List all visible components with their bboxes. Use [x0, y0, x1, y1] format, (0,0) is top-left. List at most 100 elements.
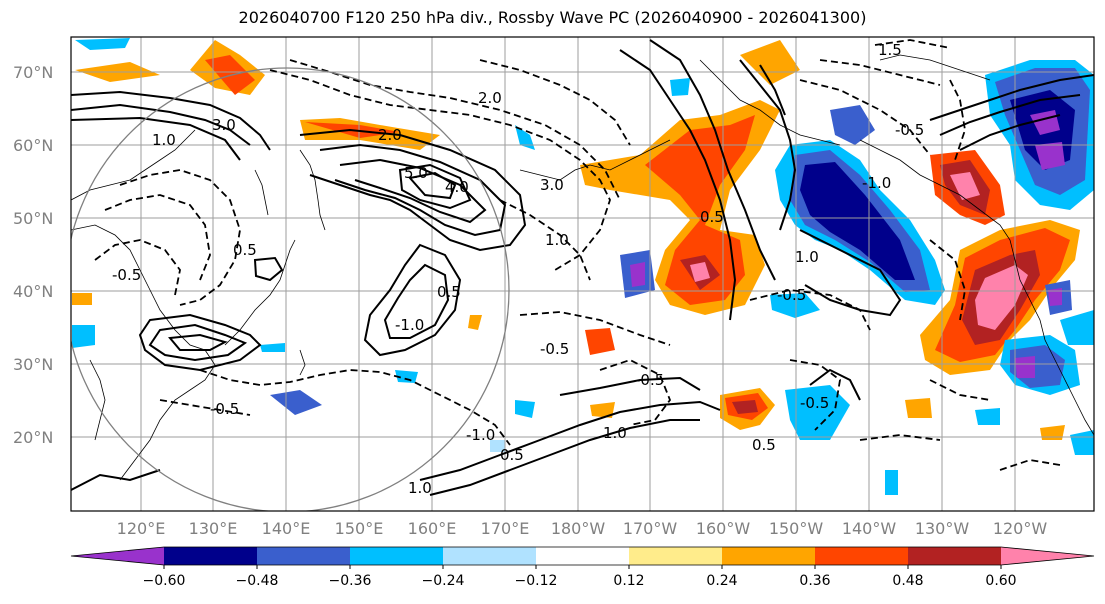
lon-label: 160°W [696, 519, 751, 538]
contour-label: -1.0 [395, 316, 424, 334]
lon-label: 120°E [117, 519, 166, 538]
shade-patch [950, 172, 980, 200]
lat-label: 60°N [13, 136, 53, 155]
lon-label: 170°E [481, 519, 530, 538]
contour-label: 0.5 [233, 241, 257, 259]
lat-label: 30°N [13, 355, 53, 374]
colorbar-swatch [815, 547, 909, 565]
solid-contours [71, 39, 1094, 496]
colorbar-tick-label: 0.48 [892, 573, 923, 589]
colorbar-tick-label: −0.24 [422, 573, 465, 589]
coastlines [71, 54, 1094, 481]
contour-label: 2.0 [478, 89, 502, 107]
shade-patch [770, 293, 820, 318]
colorbar-swatch [1001, 547, 1094, 565]
colorbar-tick-label: 0.60 [985, 573, 1016, 589]
contour-label: 1.0 [152, 131, 176, 149]
shade-patch [260, 343, 285, 352]
contour-label: -1.0 [862, 174, 891, 192]
shade-patch [515, 125, 535, 150]
lon-label: 170°W [623, 519, 678, 538]
contour-label: 1.0 [795, 248, 819, 266]
shade-patch [630, 262, 645, 287]
colorbar-swatch [164, 547, 258, 565]
shade-patch [590, 402, 615, 418]
shade-patch [1060, 310, 1094, 345]
shade-patch [1035, 142, 1065, 170]
lon-label: 150°W [769, 519, 824, 538]
contour-label: -0.5 [800, 394, 829, 412]
contour-label: -0.5 [777, 286, 806, 304]
map-title: 2026040700 F120 250 hPa div., Rossby Wav… [238, 8, 867, 27]
colorbar-swatch [629, 547, 723, 565]
lon-label: 130°E [189, 519, 238, 538]
contour-label: 1.0 [408, 479, 432, 497]
contour-label: 1.5 [878, 41, 902, 59]
contour-label: -0.5 [540, 340, 569, 358]
shade-patch [395, 370, 418, 383]
contour-label: 0.5 [752, 436, 776, 454]
shade-patch [905, 398, 932, 418]
colorbar-swatch [350, 547, 444, 565]
shade-patch [1070, 430, 1094, 455]
contour-label: 1.0 [603, 424, 627, 442]
shade-patch [585, 328, 615, 355]
projection-circle [71, 67, 510, 511]
contour-label: 3.0 [540, 176, 564, 194]
lon-label: 130°W [915, 519, 970, 538]
colorbar-swatch [71, 547, 164, 565]
lat-label: 70°N [13, 63, 53, 82]
shade-patch [468, 315, 482, 330]
shade-patch [72, 293, 92, 305]
contour-label: -0.5 [210, 400, 239, 418]
shade-patch [1048, 288, 1062, 306]
shade-patch [732, 400, 758, 414]
colorbar-tick-label: 0.12 [613, 573, 644, 589]
shade-patch [1015, 356, 1035, 378]
contour-label: -1.0 [466, 426, 495, 444]
shade-patch [515, 400, 535, 418]
colorbar-tick-label: 0.36 [799, 573, 830, 589]
colorbar-tick-label: 0.24 [706, 573, 737, 589]
contour-label: -0.5 [895, 121, 924, 139]
shade-patch [75, 38, 130, 50]
latitude-labels: 70°N 60°N 50°N 40°N 30°N 20°N [13, 63, 53, 447]
shade-patch [670, 78, 690, 96]
shade-patch [785, 385, 850, 440]
dashed-contours [94, 39, 1061, 471]
colorbar: −0.60 −0.48 −0.36 −0.24 −0.12 0.12 0.24 0.36 0.4… [70, 546, 1095, 589]
shade-patch [830, 105, 875, 145]
colorbar-swatch [536, 547, 630, 565]
shade-patch [270, 390, 322, 415]
shade-patch [740, 40, 800, 85]
lon-label: 140°W [842, 519, 897, 538]
shade-patch [645, 115, 755, 305]
lon-label: 180°W [551, 519, 606, 538]
shade-patch [490, 440, 505, 452]
lon-label: 160°E [408, 519, 457, 538]
lat-label: 50°N [13, 209, 53, 228]
colorbar-tick-label: −0.60 [143, 573, 186, 589]
colorbar-tick-label: −0.48 [236, 573, 279, 589]
contour-label: 0.5 [700, 208, 724, 226]
shade-patch [975, 408, 1000, 425]
lon-label: 140°E [262, 519, 311, 538]
contour-label: -0.5 [635, 371, 664, 389]
contour-label: 0.5 [500, 446, 524, 464]
contour-label: 1.0 [545, 231, 569, 249]
lat-label: 40°N [13, 282, 53, 301]
colorbar-swatch [443, 547, 537, 565]
lat-label: 20°N [13, 428, 53, 447]
longitude-labels: 120°E 130°E 140°E 150°E 160°E 170°E 180°… [117, 519, 1048, 538]
map-frame [70, 36, 1095, 512]
shade-patch [800, 162, 915, 280]
colorbar-tick-label: −0.12 [515, 573, 558, 589]
contour-label: -0.5 [112, 266, 141, 284]
colorbar-swatch [908, 547, 1002, 565]
lon-label: 120°W [993, 519, 1048, 538]
colorbar-swatch [257, 547, 351, 565]
contour-label-layer: 3.0 1.0 2.0 1.5 -0.5 0.5 5.0 4.0 3.0 2.0… [112, 41, 924, 497]
contour-label: 0.5 [437, 283, 461, 301]
colorbar-swatch [722, 547, 816, 565]
